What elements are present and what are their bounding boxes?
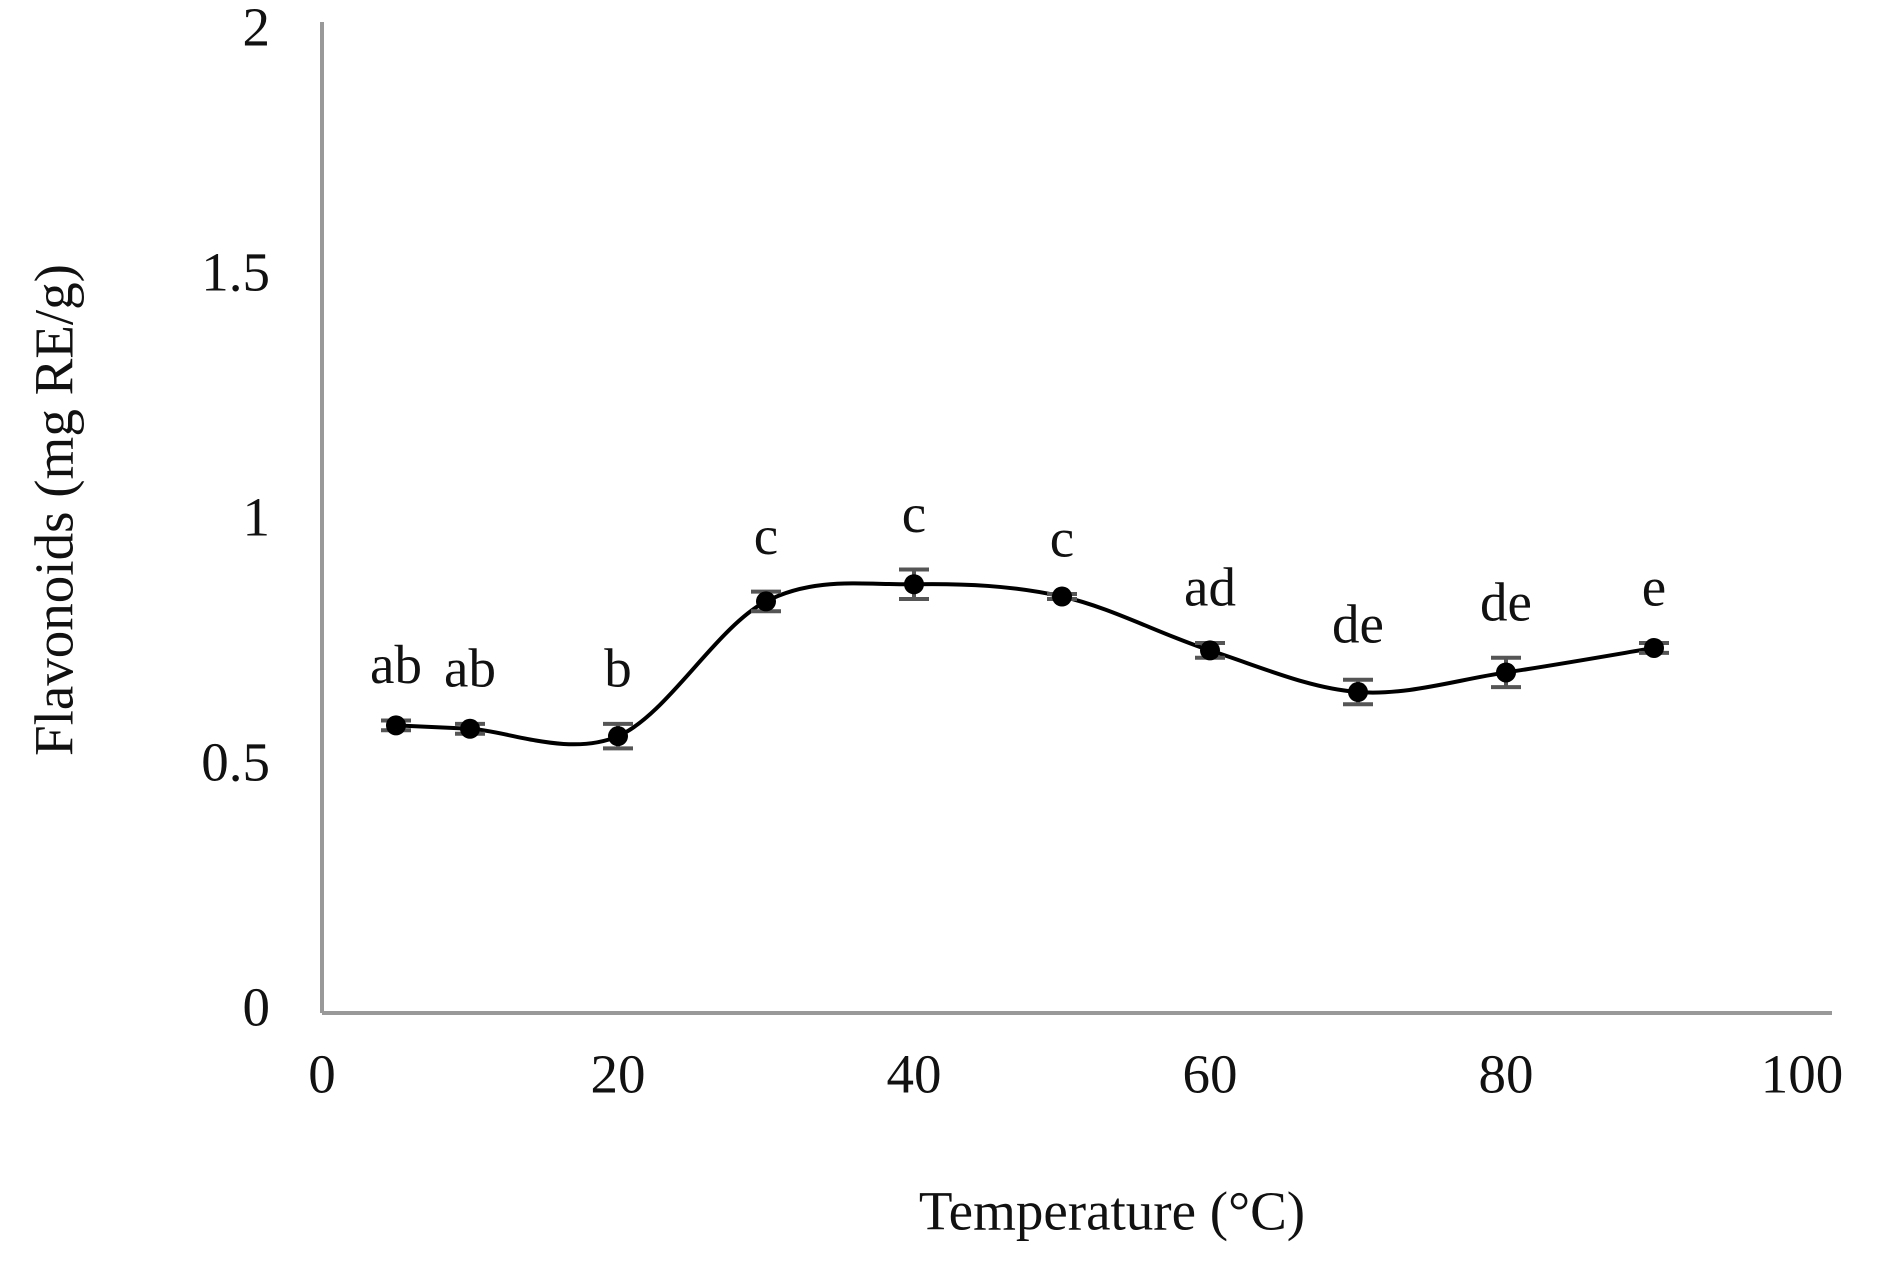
- x-tick-label: 80: [1479, 1044, 1534, 1105]
- point-annotation: b: [604, 638, 632, 699]
- point: [904, 574, 924, 595]
- point-annotation: c: [754, 505, 778, 566]
- point-annotation: ab: [370, 634, 422, 695]
- y-tick-label: 0.5: [201, 732, 270, 793]
- point: [1644, 637, 1664, 658]
- point: [1052, 586, 1072, 607]
- point: [1496, 662, 1516, 683]
- x-tick-label: 40: [887, 1044, 942, 1105]
- point-annotation: ad: [1184, 557, 1236, 618]
- point: [1348, 682, 1368, 703]
- y-tick-label: 1.5: [201, 242, 270, 303]
- point-annotation: c: [1050, 508, 1074, 569]
- point-annotation: de: [1332, 593, 1384, 654]
- y-tick-label: 0: [243, 977, 271, 1038]
- point: [1200, 640, 1220, 661]
- point-annotation: e: [1642, 557, 1666, 618]
- point: [756, 591, 776, 612]
- point: [460, 718, 480, 739]
- x-tick-label: 60: [1183, 1044, 1238, 1105]
- y-tick-label: 1: [243, 487, 271, 548]
- point-annotation: ab: [444, 638, 496, 699]
- point: [608, 726, 628, 747]
- y-tick-label: 2: [243, 0, 271, 58]
- point: [386, 715, 406, 736]
- y-axis-title: Flavonoids (mg RE/g): [24, 264, 85, 756]
- x-tick-label: 100: [1761, 1044, 1844, 1105]
- x-axis-title: Temperature (°C): [919, 1181, 1305, 1242]
- point-annotation: de: [1480, 571, 1532, 632]
- x-tick-label: 0: [308, 1044, 336, 1105]
- line: [395, 581, 1655, 747]
- x-tick-label: 20: [591, 1044, 646, 1105]
- point-annotation: c: [902, 483, 926, 544]
